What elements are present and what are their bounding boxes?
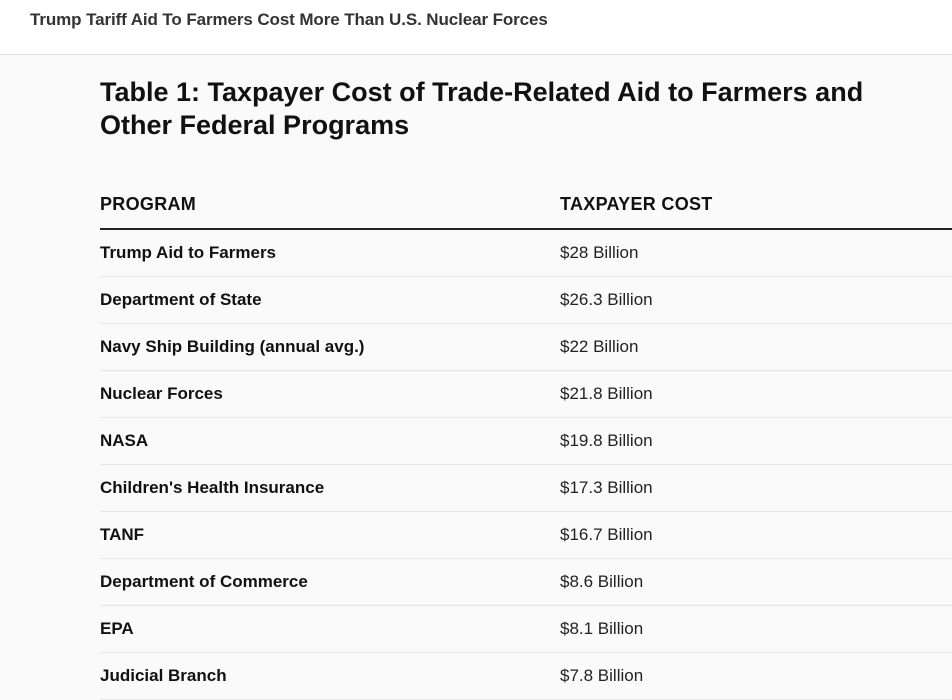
program-cell: EPA: [100, 619, 134, 638]
table-row: Department of State $26.3 Billion: [100, 277, 952, 324]
table-row: TANF $16.7 Billion: [100, 512, 952, 559]
table-row: Department of Commerce $8.6 Billion: [100, 559, 952, 606]
program-cell: Department of Commerce: [100, 572, 308, 591]
cost-cell: $28 Billion: [560, 243, 639, 262]
cost-cell: $7.8 Billion: [560, 666, 644, 685]
cost-cell: $19.8 Billion: [560, 431, 653, 450]
program-cell: Department of State: [100, 290, 262, 309]
cost-cell: $8.1 Billion: [560, 619, 644, 638]
program-cell: NASA: [100, 431, 149, 450]
program-cell: Children's Health Insurance: [100, 478, 325, 497]
table-row: Children's Health Insurance $17.3 Billio…: [100, 465, 952, 512]
article-header-bar: Trump Tariff Aid To Farmers Cost More Th…: [0, 0, 952, 55]
table-title: Table 1: Taxpayer Cost of Trade-Related …: [100, 77, 864, 140]
cost-cell: $16.7 Billion: [560, 525, 653, 544]
table-body: Trump Aid to Farmers $28 Billion Departm…: [100, 230, 952, 700]
cost-cell: $8.6 Billion: [560, 572, 644, 591]
column-header-program: PROGRAM: [100, 194, 197, 214]
table-row: Navy Ship Building (annual avg.) $22 Bil…: [100, 324, 952, 371]
table-row: Trump Aid to Farmers $28 Billion: [100, 230, 952, 277]
program-cell: Judicial Branch: [100, 666, 227, 685]
table-row: EPA $8.1 Billion: [100, 606, 952, 653]
cost-cell: $26.3 Billion: [560, 290, 653, 309]
program-cell: Trump Aid to Farmers: [100, 243, 277, 262]
program-cell: Nuclear Forces: [100, 384, 223, 403]
column-header-taxpayer-cost: TAXPAYER COST: [560, 194, 713, 214]
program-cell: Navy Ship Building (annual avg.): [100, 337, 365, 356]
cost-cell: $22 Billion: [560, 337, 639, 356]
cost-cell: $17.3 Billion: [560, 478, 653, 497]
article-title[interactable]: Trump Tariff Aid To Farmers Cost More Th…: [30, 10, 548, 29]
table-row: NASA $19.8 Billion: [100, 418, 952, 465]
program-cell: TANF: [100, 525, 145, 544]
cost-cell: $21.8 Billion: [560, 384, 653, 403]
table-row: Nuclear Forces $21.8 Billion: [100, 371, 952, 418]
table-row: Judicial Branch $7.8 Billion: [100, 653, 952, 700]
table-header-row: PROGRAM TAXPAYER COST: [100, 186, 952, 230]
